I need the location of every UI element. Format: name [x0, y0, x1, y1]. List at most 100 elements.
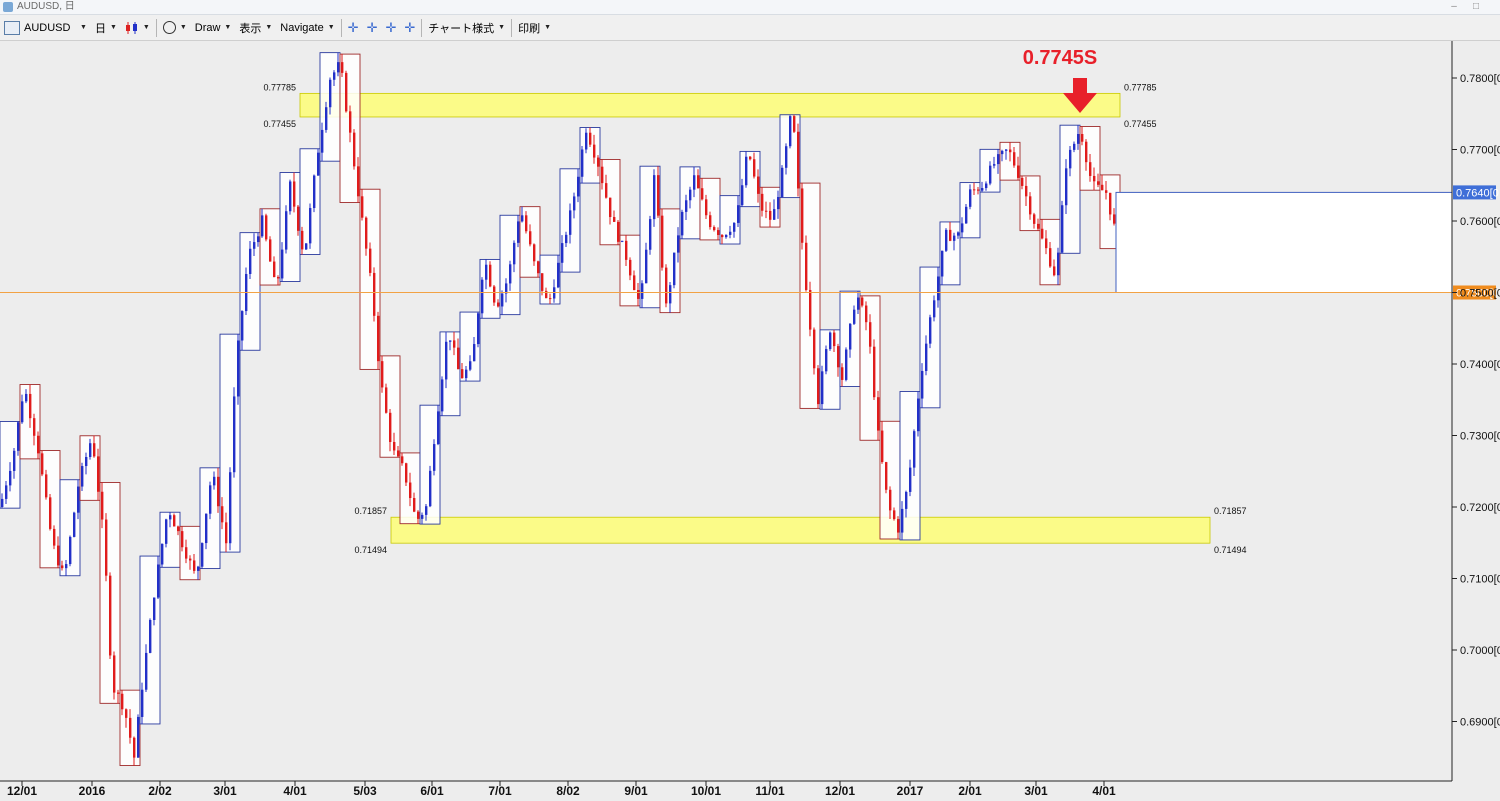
candle-body — [157, 564, 160, 598]
candle-body — [1037, 223, 1040, 229]
candle-body — [677, 235, 680, 253]
candle-body — [173, 515, 176, 527]
annotation-label: 0.7745S — [1023, 47, 1098, 69]
candle-body — [617, 221, 620, 242]
candle-body — [601, 166, 604, 184]
candle-body — [693, 175, 696, 190]
candle-body — [837, 346, 840, 368]
candle-body — [301, 230, 304, 250]
candle-body — [181, 531, 184, 548]
minimize-icon[interactable]: – — [1451, 1, 1457, 12]
candle-body — [1041, 228, 1044, 239]
chart-type-selector[interactable]: ▼ — [121, 18, 154, 38]
candle-body — [325, 107, 328, 130]
candle-body — [69, 536, 72, 565]
candle-body — [417, 511, 420, 519]
print-menu[interactable]: 印刷 ▼ — [514, 18, 555, 38]
timeframe-label: 日 — [94, 22, 106, 35]
time-label: 4/01 — [283, 784, 307, 798]
view-menu[interactable]: 表示 ▼ — [235, 18, 276, 38]
price-label: 0.6900[0 — [1460, 717, 1500, 729]
zoom-in-button[interactable]: ✛ — [363, 18, 382, 38]
zoom-out-icon: ✛ — [404, 19, 416, 35]
candle-body — [977, 189, 980, 191]
candle-body — [209, 485, 212, 514]
timeframe-selector[interactable]: 日 ▼ — [91, 18, 121, 38]
candle-body — [653, 175, 656, 220]
candle-body — [901, 508, 904, 533]
candle-body — [781, 167, 784, 198]
candle-body — [1033, 214, 1036, 224]
candle-body — [1001, 150, 1004, 155]
candle-body — [313, 175, 316, 209]
time-axis: 12/01 2016 2/02 3/01 4/01 5/03 6/01 7/01 8/02 9/0… — [0, 780, 1452, 798]
candle-body — [585, 132, 588, 150]
price-badge-orange-label: 0.7500[0 — [1456, 288, 1499, 300]
scroll-button[interactable]: ✛ — [381, 18, 400, 38]
candle-body — [449, 340, 452, 342]
candle-body — [177, 526, 180, 532]
candle-body — [149, 620, 152, 653]
symbol-selector[interactable]: AUDUSD ▼ — [0, 18, 91, 38]
range-box — [299, 148, 321, 255]
candle-body — [45, 474, 48, 498]
price-axis: 0.7800[0 0.7700[0 0.7600[0 0.7500[0 0.7400[0… — [1451, 41, 1500, 781]
candle-body — [1057, 252, 1060, 276]
candle-body — [225, 522, 228, 544]
toolbar-separator — [155, 18, 157, 37]
candle-body — [629, 259, 632, 276]
price-label: 0.7700[0 — [1460, 145, 1500, 157]
candle-body — [905, 491, 908, 509]
candle-body — [989, 165, 992, 184]
candle-body — [101, 491, 104, 520]
maximize-icon[interactable]: □ — [1472, 1, 1480, 12]
zoom-out-button[interactable]: ✛ — [400, 18, 419, 38]
candle-body — [265, 215, 268, 240]
candle-body — [81, 466, 84, 487]
draw-menu[interactable]: Draw ▼ — [191, 18, 236, 38]
candle-body — [425, 506, 428, 515]
candle-body — [65, 564, 68, 569]
candle-body — [41, 453, 44, 475]
candle-body — [497, 302, 500, 307]
navigate-menu[interactable]: Navigate ▼ — [276, 18, 338, 38]
candle-body — [269, 239, 272, 262]
shape-tool-selector[interactable]: ▼ — [159, 18, 191, 38]
app-icon — [3, 2, 13, 12]
candle-body — [1029, 196, 1032, 215]
candle-body — [1113, 214, 1116, 224]
candle-body — [685, 200, 688, 212]
candle-body — [57, 545, 60, 566]
candle-body — [141, 689, 144, 717]
candle-body — [541, 273, 544, 291]
candle-body — [777, 197, 780, 210]
candle-body — [581, 149, 584, 177]
crosshair-button[interactable]: ✛ — [344, 18, 363, 38]
candle-body — [885, 462, 888, 490]
candle-body — [109, 575, 112, 656]
candle-body — [981, 188, 984, 191]
candle-body — [21, 401, 24, 423]
candle-body — [605, 183, 608, 198]
candle-body — [405, 463, 408, 483]
time-label: 5/03 — [353, 784, 377, 798]
candle-body — [505, 283, 508, 294]
chart-style-menu[interactable]: チャート様式 ▼ — [424, 18, 509, 38]
candle-body — [993, 164, 996, 166]
candle-body — [397, 450, 400, 457]
candle-body — [865, 305, 868, 323]
candle-body — [1101, 184, 1104, 191]
candle-body — [485, 264, 488, 280]
price-annotation: 0.7745S — [1023, 47, 1098, 113]
candle-body — [493, 286, 496, 303]
candle-body — [805, 242, 808, 290]
candle-body — [665, 267, 668, 304]
candle-body — [317, 152, 320, 176]
candle-body — [609, 197, 612, 218]
chevron-down-icon: ▼ — [544, 24, 552, 31]
candle-body — [409, 482, 412, 499]
candle-body — [257, 236, 260, 243]
scroll-icon: ✛ — [385, 19, 397, 35]
candle-body — [249, 248, 252, 274]
